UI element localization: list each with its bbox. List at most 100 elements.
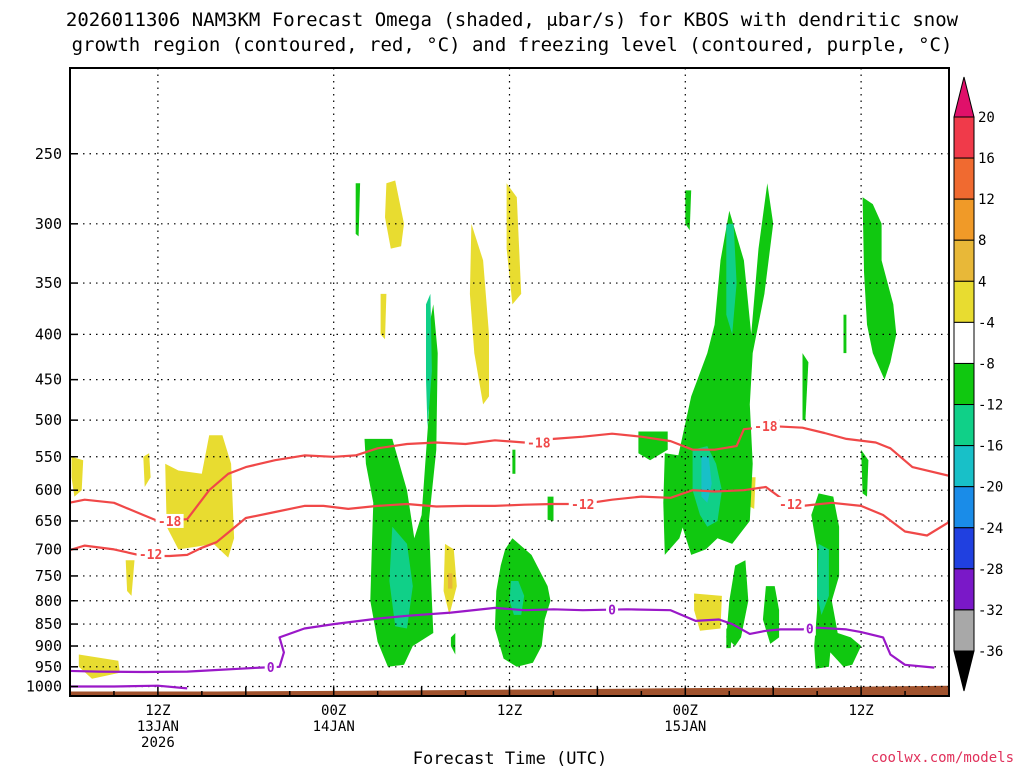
contour-label: 0 [608, 603, 616, 618]
contour-label-bg [136, 546, 165, 561]
omega-region-1 [78, 654, 120, 679]
contour-label: 0 [806, 623, 814, 638]
omega-region-37 [448, 573, 453, 589]
contour-label-bg [568, 497, 597, 512]
y-tick-label: 700 [35, 540, 62, 558]
contour-label: -12 [139, 548, 162, 563]
contour-label-bg [606, 602, 619, 617]
contour-label: -12 [571, 498, 594, 513]
colorbar-label: -4 [978, 315, 995, 331]
omega-colorbar: 20 16 12 8 4 -4 -8 -12 -16 -20 -24 -28 -32 -36 [953, 76, 1003, 692]
y-tick-label: 650 [35, 512, 62, 530]
x-tick-label: 12Z [145, 703, 170, 719]
colorbar-label: 8 [978, 233, 986, 249]
chart-title-line2: growth region (contoured, red, °C) and f… [72, 34, 953, 56]
y-tick-label: 300 [35, 215, 62, 233]
omega-region-6 [380, 293, 387, 340]
omega-region-0 [71, 456, 84, 497]
omega-region-14 [450, 633, 456, 655]
omega-region-31 [389, 526, 413, 629]
contour-label-bg [524, 435, 553, 450]
colorbar-label: -20 [978, 480, 1003, 496]
omega-region-34 [726, 223, 737, 335]
colorbar-label: -28 [978, 562, 1003, 578]
y-tick-label: 400 [35, 325, 62, 343]
omega-region-4 [165, 435, 235, 558]
colorbar-swatch [953, 445, 975, 488]
colorbar-label: -16 [978, 439, 1003, 455]
contour-label: 0 [267, 661, 275, 676]
x-tick-label: 00Z [673, 703, 698, 719]
omega-region-7 [469, 223, 489, 405]
y-tick-label: 250 [35, 145, 62, 163]
x-tick-label: 12Z [497, 703, 522, 719]
omega-shading [71, 180, 897, 679]
omega-region-24 [762, 586, 780, 644]
omega-region-12 [355, 183, 361, 237]
contour-label-bg [155, 513, 184, 528]
colorbar-swatch [953, 239, 975, 282]
colorbar-label: -8 [978, 356, 995, 372]
pressure-axis: 250 300 350 400 450 500 550 600 650 700 750 800 850 9… [26, 145, 78, 696]
colorbar-label: -32 [978, 603, 1003, 619]
colorbar-swatch [953, 280, 975, 323]
contour-label: -12 [779, 498, 802, 513]
contour-line-0 [70, 425, 949, 523]
y-tick-label: 800 [35, 592, 62, 610]
y-tick-label: 600 [35, 481, 62, 499]
contour-labels: -18 -12 -18 -12 -18 -12 0 0 0 [136, 419, 816, 676]
omega-region-10 [694, 593, 722, 631]
y-tick-label: 350 [35, 274, 62, 292]
omega-region-21 [676, 183, 774, 555]
colorbar-label: 20 [978, 110, 995, 126]
y-tick-label: 500 [35, 411, 62, 429]
omega-region-16 [512, 449, 516, 474]
omega-region-35 [817, 543, 829, 615]
colorbar-label: -36 [978, 644, 1003, 660]
omega-region-27 [862, 197, 897, 380]
contour-label-bg [751, 419, 780, 434]
y-tick-label: 900 [35, 637, 62, 655]
omega-region-23 [726, 628, 733, 649]
omega-region-17 [547, 496, 554, 521]
omega-region-25 [811, 493, 862, 669]
omega-region-5 [385, 180, 404, 249]
colorbar-swatch [953, 321, 975, 364]
grid-lines [70, 68, 949, 696]
chart-title-line1: 2026011306 NAM3KM Forecast Omega (shaded… [66, 9, 959, 31]
omega-region-2 [125, 560, 135, 596]
y-tick-label: 450 [35, 371, 62, 389]
contour-label-bg [776, 497, 805, 512]
x-tick-label: 12Z [848, 703, 873, 719]
x-tick-label: 2026 [141, 735, 175, 751]
x-tick-label: 14JAN [313, 719, 355, 735]
contour-label-bg [803, 621, 816, 636]
source-credit: coolwx.com/models [871, 750, 1014, 766]
y-tick-label: 750 [35, 567, 62, 585]
contour-label: -18 [754, 420, 778, 435]
y-tick-label: 950 [35, 658, 62, 676]
colorbar-swatch [953, 404, 975, 447]
omega-region-30 [426, 293, 432, 428]
contour-label: -18 [527, 437, 551, 452]
colorbar-swatch [953, 198, 975, 241]
colorbar-swatch [953, 157, 975, 200]
colorbar-top-arrow [953, 76, 975, 118]
colorbar-label: -12 [978, 398, 1003, 414]
omega-region-20 [685, 190, 692, 231]
x-tick-label: 00Z [321, 703, 346, 719]
omega-region-28 [861, 449, 869, 497]
colorbar-swatch [953, 609, 975, 652]
colorbar-label: 4 [978, 274, 986, 290]
contour-line-2 [70, 606, 935, 674]
colorbar-label: 16 [978, 151, 995, 167]
colorbar-swatch [953, 362, 975, 406]
contour-line-3 [70, 684, 188, 690]
colorbar-bottom-arrow [953, 650, 975, 692]
omega-region-32 [509, 581, 525, 615]
colorbar-swatch [953, 486, 975, 529]
y-tick-label: 550 [35, 448, 62, 466]
contour-label-bg [264, 659, 277, 674]
